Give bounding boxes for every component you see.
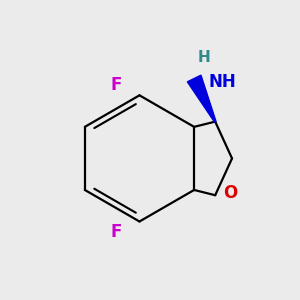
Text: H: H	[197, 50, 210, 65]
Text: F: F	[111, 223, 122, 241]
Text: NH: NH	[209, 73, 237, 91]
Text: O: O	[223, 184, 237, 202]
Polygon shape	[188, 75, 216, 122]
Text: F: F	[111, 76, 122, 94]
